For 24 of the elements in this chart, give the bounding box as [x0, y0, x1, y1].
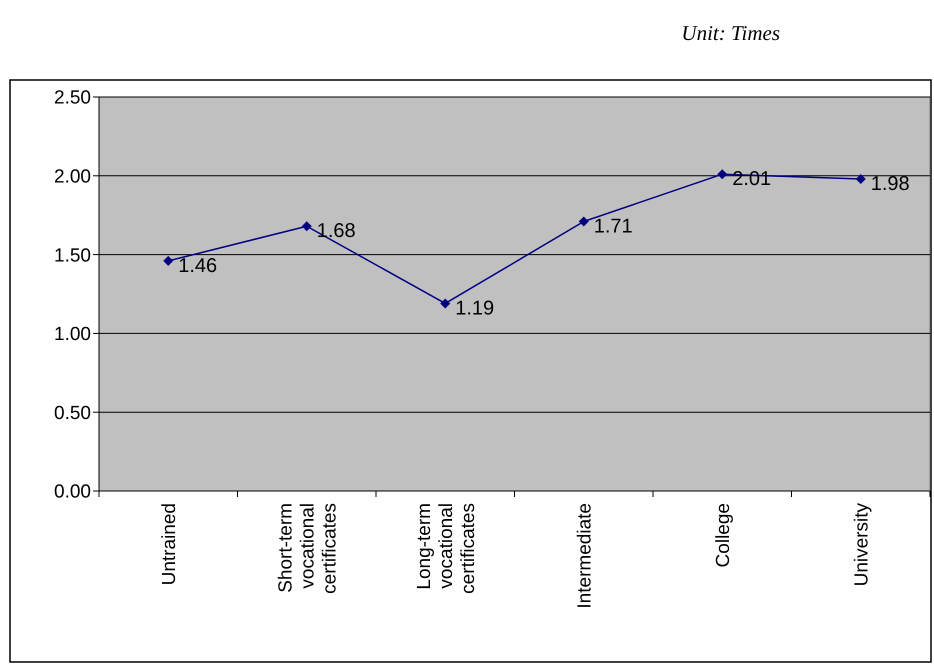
x-tick-label: Long-term vocational certificates [414, 503, 479, 594]
x-tick-label: Intermediate [574, 503, 596, 609]
point [578, 216, 589, 227]
point [856, 174, 866, 184]
text: Unit: Times [681, 21, 780, 45]
y-tick-label: 2.00 [54, 166, 91, 188]
data-label: 1.46 [178, 254, 218, 277]
point [717, 169, 728, 180]
data-label: 1.68 [316, 220, 356, 242]
y-tick-label: 0.50 [54, 402, 91, 424]
data-label: 1.98 [870, 172, 910, 195]
y-tick-label: 2.50 [54, 88, 91, 109]
x-tick-label: Untrained [158, 503, 180, 586]
y-tick-label: 1.50 [54, 245, 91, 266]
x-tick-label: College [712, 503, 734, 568]
x-tick-label: Short-term vocational certificates [275, 503, 340, 594]
x-tick-label: University [851, 502, 872, 586]
point [440, 298, 450, 308]
point [163, 256, 174, 266]
point [302, 221, 312, 232]
data-label: 1.19 [455, 297, 494, 320]
data-label: 1.71 [594, 216, 633, 238]
y-tick-label: 0.00 [54, 482, 91, 503]
y-tick-label: 1.00 [54, 324, 91, 346]
